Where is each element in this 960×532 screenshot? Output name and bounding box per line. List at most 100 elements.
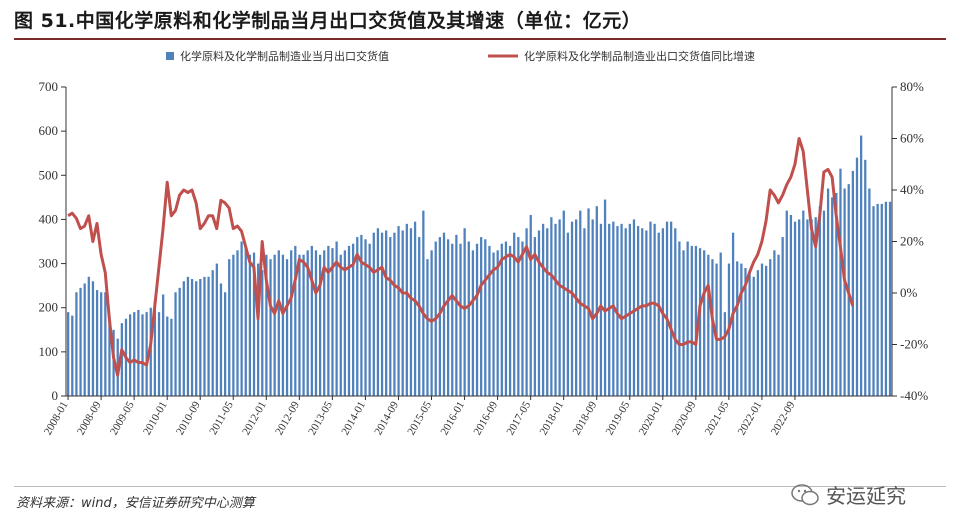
bar: [570, 221, 574, 396]
x-tick-label: 2014-01: [339, 400, 368, 438]
bar: [467, 241, 470, 396]
bar: [674, 228, 677, 396]
bar: [760, 263, 764, 396]
bar: [657, 232, 660, 396]
x-tick-label: 2012-01: [240, 400, 269, 438]
legend-line-label: 化学原料及化学制品制造业出口交货值同比增速: [524, 49, 755, 63]
bar: [715, 263, 718, 396]
bar: [145, 312, 148, 396]
bar: [488, 245, 491, 396]
bar: [182, 281, 185, 396]
bar-series: [67, 135, 892, 396]
x-tick-label: 2014-09: [372, 399, 401, 437]
bar: [562, 210, 565, 396]
bar: [632, 219, 636, 396]
bar: [872, 206, 875, 396]
bar: [240, 241, 243, 396]
bar: [149, 307, 152, 396]
x-tick-label: 2019-05: [604, 399, 633, 437]
bar: [170, 318, 173, 396]
y-right-tick-label: -40%: [900, 388, 928, 403]
bar: [587, 208, 590, 396]
bar: [583, 228, 586, 396]
bar: [500, 243, 503, 396]
watermark-text: 安运延究: [826, 484, 906, 508]
bar: [736, 261, 739, 396]
bar: [207, 276, 210, 396]
bar: [723, 312, 726, 396]
bar: [294, 245, 297, 396]
chart-title: 图 51.中国化学原料和化学制品当月出口交货值及其增速（单位：亿元）: [14, 10, 642, 32]
bar: [818, 206, 821, 396]
bar: [190, 279, 194, 396]
bar: [430, 250, 433, 396]
bar: [711, 259, 714, 396]
bar: [744, 267, 747, 396]
bar: [327, 245, 330, 396]
bar: [884, 201, 888, 396]
y-right-tick-label: -20%: [900, 337, 928, 352]
bar: [418, 237, 421, 396]
bar: [318, 254, 322, 396]
bar: [380, 232, 384, 396]
bar: [285, 259, 289, 396]
x-tick-label: 2009-05: [108, 399, 137, 437]
bar: [228, 259, 231, 396]
y-right-tick-label: 80%: [900, 79, 924, 94]
footer-divider: [14, 486, 946, 487]
bar: [682, 250, 685, 396]
bar: [360, 234, 363, 396]
bar: [261, 270, 264, 396]
bar: [740, 263, 743, 396]
bar: [781, 237, 784, 396]
bar: [393, 232, 396, 396]
bar: [314, 250, 318, 396]
bar: [232, 254, 235, 396]
bar: [859, 135, 863, 396]
bar: [133, 312, 136, 396]
x-tick-label: 2018-09: [571, 399, 600, 437]
bar: [302, 254, 305, 396]
bar: [409, 228, 413, 396]
bar: [356, 237, 359, 396]
bar: [636, 226, 640, 396]
bar: [153, 301, 157, 396]
bar: [128, 314, 132, 396]
bar: [446, 239, 450, 396]
bar: [401, 230, 404, 396]
bar: [810, 219, 813, 396]
y-right-tick-label: 0%: [900, 285, 918, 300]
bar: [496, 250, 499, 396]
bar: [876, 203, 879, 396]
bar: [273, 254, 276, 396]
bar: [719, 252, 722, 396]
bar: [455, 234, 458, 396]
bar: [484, 239, 487, 396]
bar: [178, 287, 181, 396]
bar: [599, 223, 603, 396]
bar: [166, 316, 169, 396]
bar: [100, 292, 103, 396]
x-tick-label: 2008-09: [75, 399, 104, 437]
bar: [694, 245, 698, 396]
bar: [492, 252, 495, 396]
bar: [703, 250, 706, 396]
x-tick-label: 2010-09: [174, 399, 203, 437]
bar: [641, 228, 644, 396]
bar: [513, 232, 516, 396]
bar: [785, 210, 788, 396]
bar: [525, 228, 528, 396]
bar: [310, 245, 313, 396]
y-right-tick-label: 40%: [900, 182, 924, 197]
bar: [141, 314, 144, 396]
bar: [335, 241, 338, 396]
bar: [698, 248, 702, 396]
bar: [603, 199, 607, 396]
bar: [645, 230, 648, 396]
bar: [591, 219, 594, 396]
bar: [236, 250, 239, 396]
bar: [864, 159, 867, 396]
bar: [665, 221, 669, 396]
bar: [162, 294, 165, 396]
bar: [269, 259, 272, 396]
